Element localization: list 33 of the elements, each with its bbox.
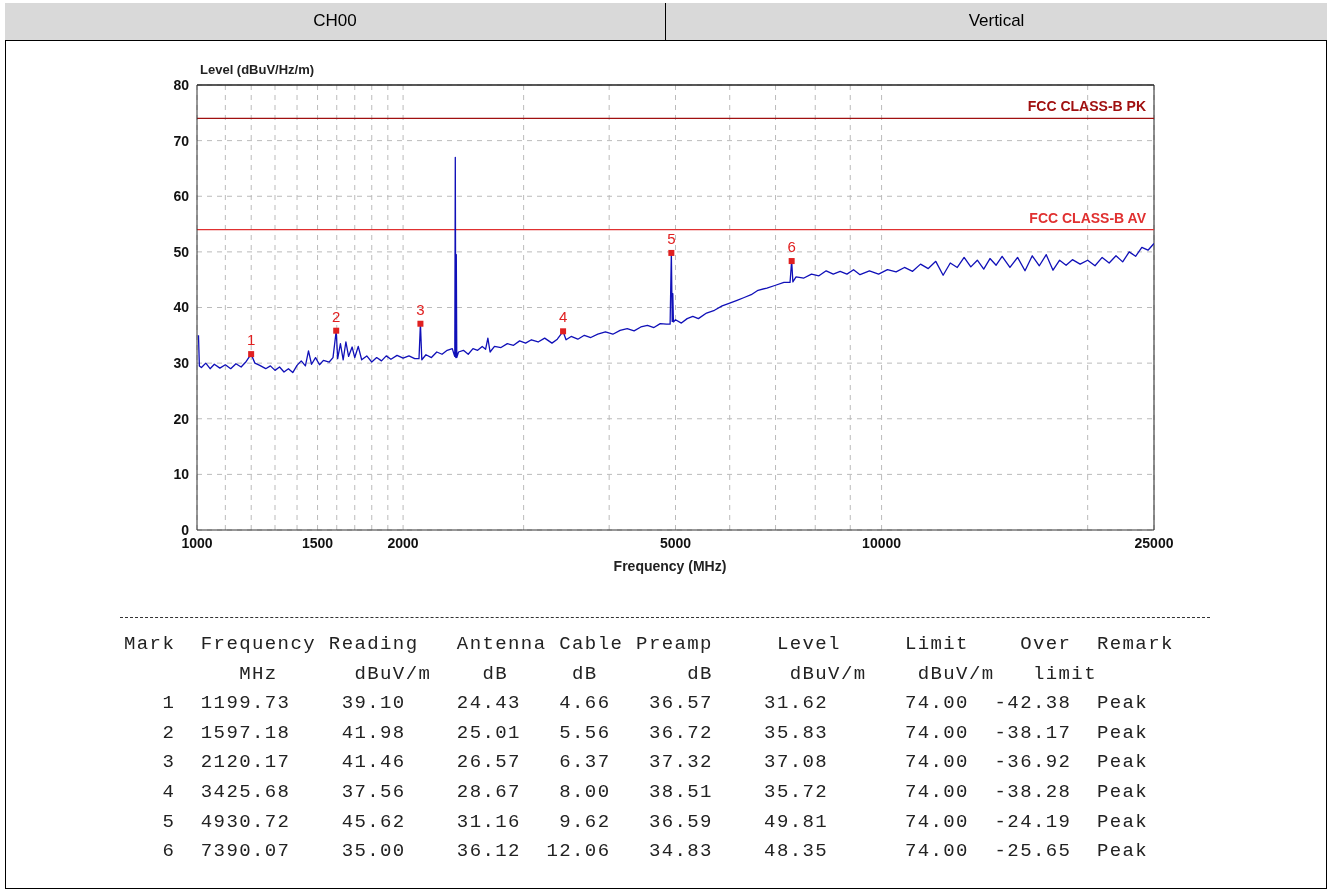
x-tick-label: 1500 (301, 534, 334, 551)
x-axis-title: Frequency (MHz) (612, 558, 728, 574)
annotation: 4 (558, 308, 568, 326)
text: Mark Frequency Reading Antenna Cable Preamp Level Limit Over Remark (124, 632, 1174, 657)
y-tick-label: 20 (173, 410, 190, 427)
chart-title: CH00 (312, 11, 358, 31)
y-tick-label: 70 (173, 132, 190, 149)
y-tick-label: 40 (173, 299, 190, 316)
y-axis-title: Level (dBuV/Hz/m) (200, 62, 315, 77)
x-tick-label: 25000 (1134, 534, 1174, 551)
text: 4 3425.68 37.56 28.67 8.00 38.51 35.72 74.00 -38.28 Peak (161, 779, 1150, 805)
text: 6 7390.07 35.00 36.12 12.06 34.83 48.35 74.00 -25.65 Peak (161, 839, 1150, 865)
annotation: 2 (332, 307, 341, 325)
annotation: 5 (667, 229, 676, 247)
text: 3 2120.17 41.46 26.57 6.37 37.32 37.08 74.00 -36.92 Peak (161, 750, 1150, 776)
text: 2 1597.18 41.98 25.01 5.56 36.72 35.83 74.00 -38.17 Peak (161, 720, 1150, 746)
text: MHz dBuV/m dB dB dB dBuV/m dBuV/m limit (238, 661, 1098, 687)
ref-line-label: FCC CLASS-B AV (1029, 209, 1147, 226)
ref-line-label: FCC CLASS-B PK (1027, 98, 1146, 115)
y-tick-label: 10 (173, 466, 190, 483)
y-tick-label: 30 (173, 355, 190, 372)
annotation: 6 (787, 238, 796, 256)
x-tick-label: 2000 (387, 534, 419, 551)
x-tick-label: 5000 (659, 534, 692, 551)
annotation: 3 (416, 300, 425, 318)
chart-subtitle: Vertical (967, 11, 1026, 31)
y-tick-label: 80 (173, 76, 190, 93)
text: 1 1199.73 39.10 24.43 4.66 36.57 31.62 74.00 -42.38 Peak (161, 691, 1150, 717)
annotation: 1 (246, 331, 256, 349)
text: 5 4930.72 45.62 31.16 9.62 36.59 49.81 74.00 -24.19 Peak (161, 809, 1150, 835)
x-tick-label: 10000 (862, 534, 902, 551)
y-tick-label: 60 (173, 188, 190, 205)
y-tick-label: 50 (173, 243, 190, 260)
